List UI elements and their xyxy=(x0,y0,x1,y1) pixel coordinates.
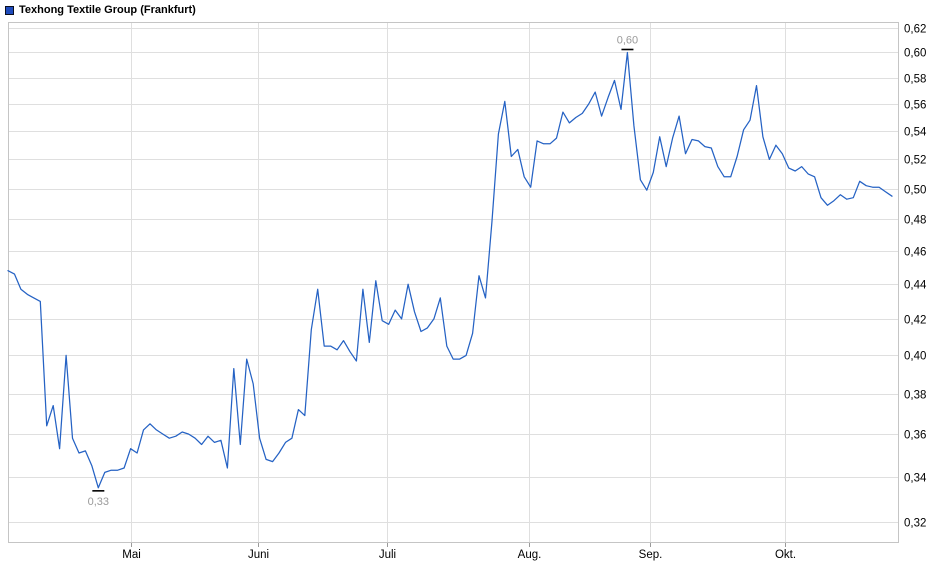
y-axis-label: 0,48 xyxy=(904,215,926,227)
x-axis-label: Juli xyxy=(379,549,396,561)
y-axis-label: 0,36 xyxy=(904,430,926,442)
y-axis-label: 0,62 xyxy=(904,24,926,36)
x-axis-label: Juni xyxy=(248,549,269,561)
plot-area[interactable] xyxy=(8,22,899,543)
price-line xyxy=(7,51,893,489)
y-axis-label: 0,58 xyxy=(904,74,926,86)
y-axis-label: 0,56 xyxy=(904,100,926,112)
x-axis-label: Mai xyxy=(122,549,141,561)
y-axis-label: 0,54 xyxy=(904,127,927,139)
series-color-swatch xyxy=(5,5,14,15)
x-axis-label: Okt. xyxy=(775,549,796,561)
y-axis-label: 0,60 xyxy=(904,48,926,60)
y-axis-label: 0,50 xyxy=(904,185,926,197)
y-axis-label: 0,42 xyxy=(904,315,926,327)
y-axis-label: 0,32 xyxy=(904,518,926,530)
high-label: 0,60 xyxy=(617,34,638,46)
y-axis-label: 0,46 xyxy=(904,247,926,259)
chart-title: Texhong Textile Group (Frankfurt) xyxy=(19,4,196,16)
x-axis-label: Sep. xyxy=(639,549,663,561)
y-axis-label: 0,40 xyxy=(904,351,926,363)
x-axis-label: Aug. xyxy=(518,549,542,561)
low-label: 0,33 xyxy=(88,496,109,508)
y-axis-label: 0,44 xyxy=(904,280,927,292)
y-axis-label: 0,52 xyxy=(904,155,926,167)
y-axis-label: 0,38 xyxy=(904,390,926,402)
chart-legend: Texhong Textile Group (Frankfurt) xyxy=(5,4,196,16)
y-axis-label: 0,34 xyxy=(904,473,927,485)
